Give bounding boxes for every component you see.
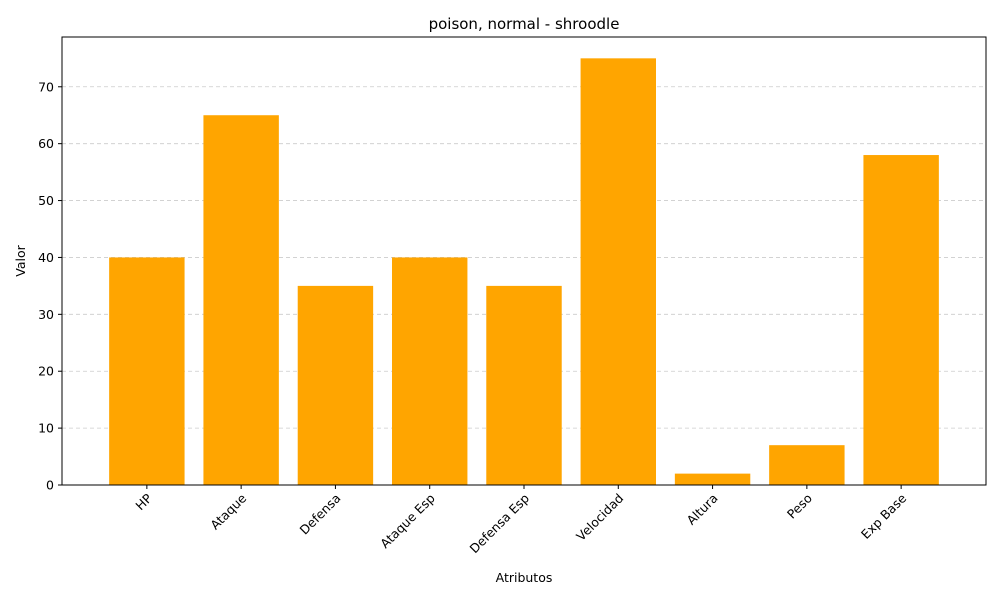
- bar-defensa-esp: [486, 285, 562, 485]
- y-tick-label: 40: [38, 250, 54, 265]
- y-tick-label: 30: [38, 307, 54, 322]
- x-tick-label: Ataque Esp: [377, 490, 438, 551]
- bar-peso: [769, 445, 845, 485]
- x-tick-label: HP: [132, 490, 155, 513]
- x-axis: HP Ataque Defensa Ataque Esp Defensa Esp Velo…: [132, 485, 909, 556]
- y-tick-label: 50: [38, 193, 54, 208]
- y-tick-label: 60: [38, 136, 54, 151]
- x-tick-label: Defensa Esp: [466, 490, 532, 556]
- y-tick-label: 20: [38, 364, 54, 379]
- x-tick-label: Exp Base: [858, 490, 910, 542]
- bar-velocidad: [580, 58, 656, 485]
- bar-defensa: [297, 285, 374, 485]
- bar-altura: [674, 473, 751, 485]
- bar-ataque: [203, 115, 279, 485]
- x-tick-label: Altura: [683, 491, 720, 528]
- y-axis: 0 10 20 30 40 50 60 70: [38, 79, 62, 493]
- chart-title: poison, normal - shroodle: [429, 15, 620, 33]
- bar-exp-base: [863, 155, 939, 486]
- x-tick-label: Velocidad: [573, 491, 626, 544]
- y-tick-label: 70: [38, 79, 54, 94]
- bar-hp: [109, 257, 185, 485]
- x-tick-label: Ataque: [207, 490, 249, 532]
- y-tick-label: 10: [38, 421, 54, 436]
- x-tick-label: Defensa: [297, 491, 344, 538]
- bar-ataque-esp: [392, 257, 468, 485]
- bars-layer: [109, 58, 939, 486]
- x-axis-label: Atributos: [496, 570, 553, 585]
- y-tick-label: 0: [46, 478, 54, 493]
- y-axis-label: Valor: [13, 244, 28, 276]
- x-tick-label: Peso: [784, 491, 815, 522]
